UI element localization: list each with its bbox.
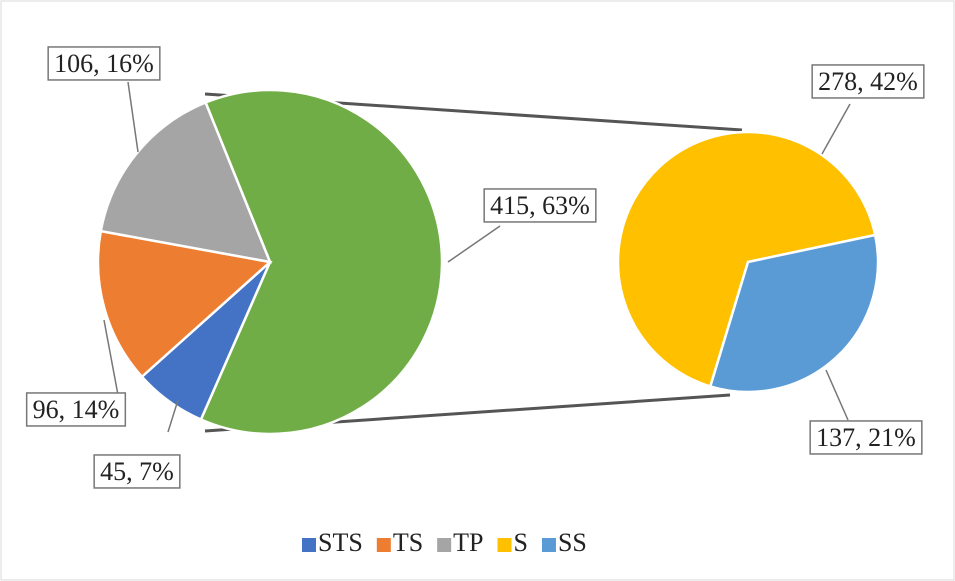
legend-label: S — [514, 528, 528, 557]
leader-line — [825, 369, 849, 421]
leader-line — [127, 81, 139, 153]
leader-line — [103, 319, 119, 396]
pie-slice — [616, 130, 877, 388]
legend-label: TS — [393, 528, 423, 557]
pie-slice — [99, 100, 273, 264]
data-label: 278, 42% — [818, 67, 918, 96]
label-box — [811, 64, 925, 99]
data-label: 45, 7% — [100, 457, 174, 486]
leader-line — [167, 399, 179, 433]
label-box — [93, 454, 181, 489]
label-box — [47, 46, 161, 81]
legend-label: STS — [318, 528, 363, 557]
pie-slice — [708, 233, 880, 394]
data-label: 106, 16% — [54, 49, 154, 78]
legend-swatch — [541, 538, 556, 552]
legend-swatch — [497, 538, 512, 552]
leader-line — [447, 225, 501, 263]
label-box — [483, 188, 597, 223]
pie-slice — [96, 229, 273, 379]
data-label: 96, 14% — [33, 395, 120, 424]
pie-slice — [199, 88, 444, 436]
label-box — [809, 420, 923, 455]
legend-swatch — [302, 538, 316, 552]
label-box — [25, 392, 127, 427]
data-label: 415, 63% — [490, 191, 590, 220]
legend-label: SS — [558, 528, 587, 557]
legend-swatch — [437, 538, 452, 552]
data-label: 137, 21% — [816, 423, 916, 452]
leader-line — [821, 103, 851, 155]
legend-label: TP — [453, 528, 483, 557]
legend-swatch — [376, 538, 391, 552]
